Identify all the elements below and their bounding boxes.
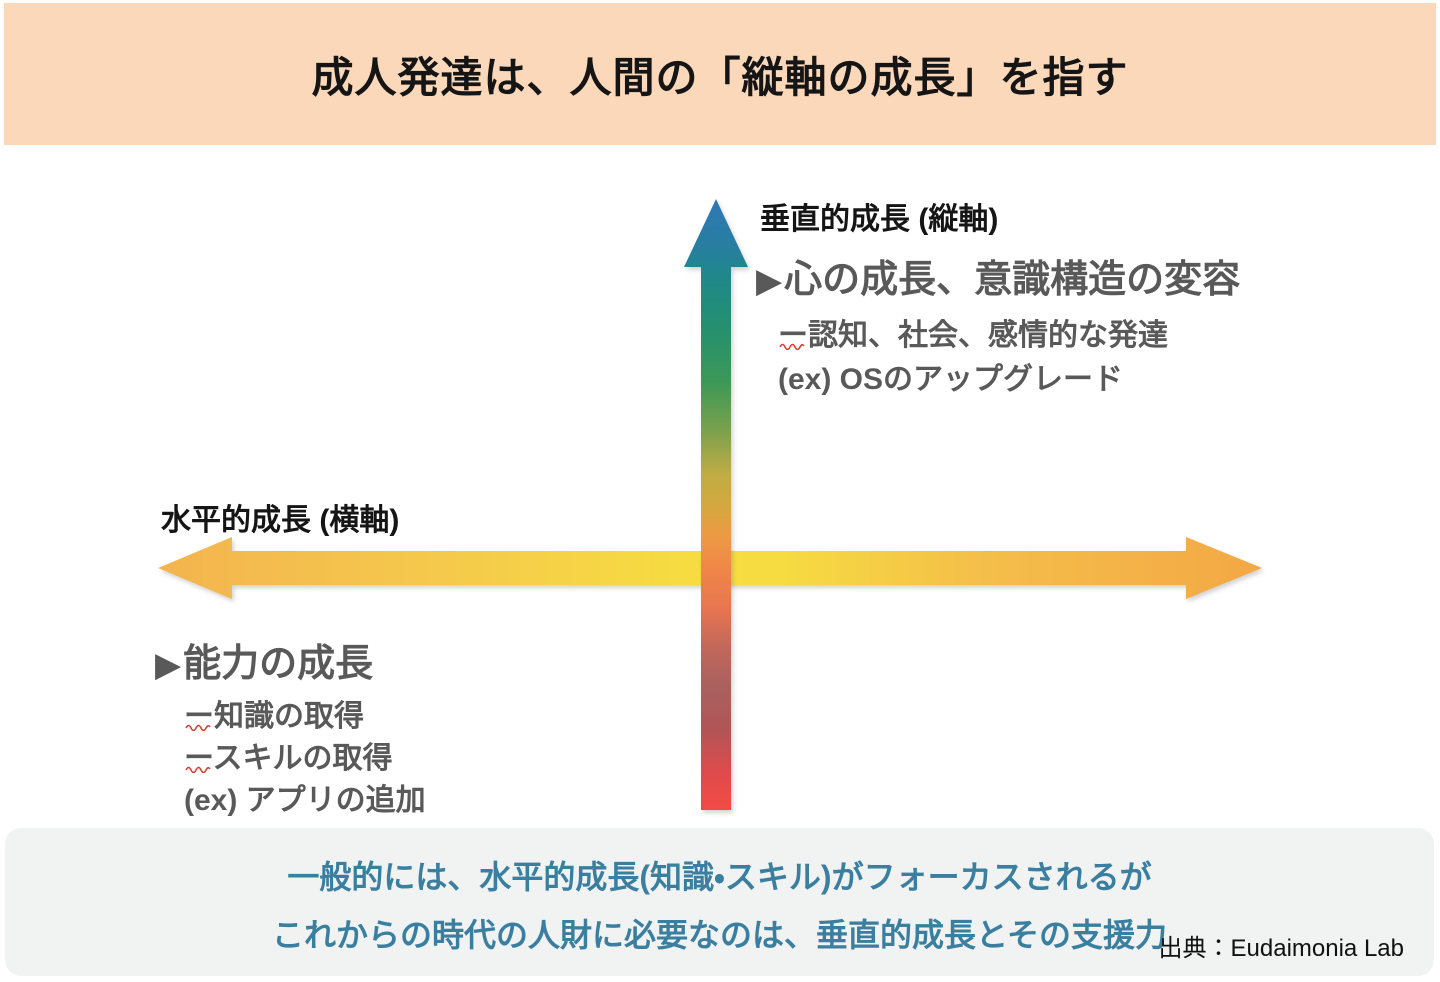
spellcheck-underline-icon — [185, 766, 211, 773]
summary-line-2: これからの時代の人財に必要なのは、垂直的成長とその支援力 — [271, 917, 1168, 953]
summary-line-1: 一般的には、水平的成長(知識・スキル)がフォーカスされるが — [287, 859, 1152, 895]
horizontal-detail-1: ー知識の取得 — [184, 700, 364, 733]
vertical-axis-label: 垂直的成長 (縦軸) — [760, 203, 999, 236]
horizontal-axis-label: 水平的成長 (横軸) — [161, 504, 400, 537]
vertical-axis-arrow — [684, 199, 748, 810]
slide-title: 成人発達は、人間の「縦軸の成長」を指す — [311, 53, 1129, 101]
summary-box: 一般的には、水平的成長(知識・スキル)がフォーカスされるが これからの時代の人財… — [5, 828, 1434, 976]
title-banner: 成人発達は、人間の「縦軸の成長」を指す — [4, 3, 1436, 145]
vertical-detail-2: (ex) OSのアップグレード — [778, 363, 1124, 396]
horizontal-growth-heading: ▶能力の成長 — [155, 632, 373, 687]
vertical-growth-heading-label: 心の成長、意識構造の変容 — [784, 259, 1241, 301]
source-credit: 出典：Eudaimonia Lab — [1158, 935, 1404, 962]
vertical-detail-1: ー認知、社会、感情的な発達 — [778, 319, 1168, 352]
horizontal-detail-3: (ex) アプリの追加 — [184, 784, 426, 817]
horizontal-detail-2: ースキルの取得 — [184, 742, 393, 775]
horizontal-growth-heading-label: 能力の成長 — [183, 643, 374, 685]
triangle-bullet-icon: ▶ — [155, 646, 182, 684]
triangle-bullet-icon: ▶ — [756, 262, 783, 300]
spellcheck-underline-icon — [779, 343, 805, 350]
spellcheck-underline-icon — [185, 724, 211, 731]
horizontal-axis-arrow — [158, 537, 1262, 599]
vertical-growth-heading: ▶心の成長、意識構造の変容 — [756, 248, 1240, 303]
